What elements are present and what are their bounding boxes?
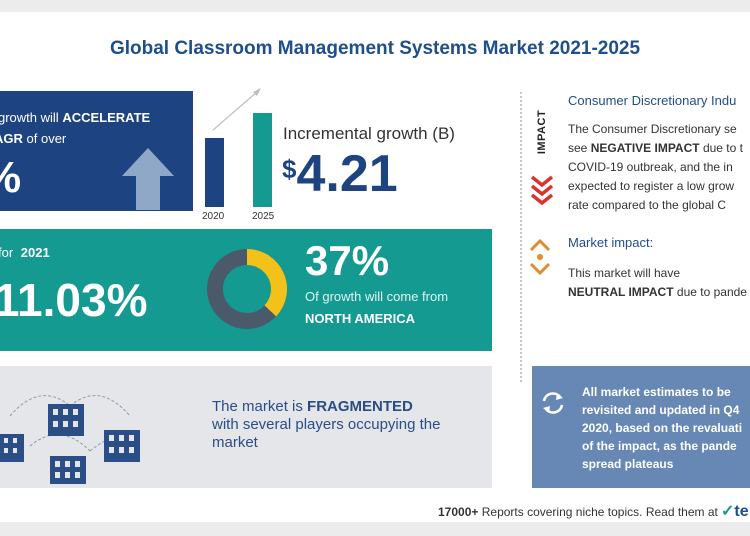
trend-line — [212, 91, 258, 131]
estimates-note-card: All market estimates to be revisited and… — [532, 366, 750, 488]
trend-arrowhead — [253, 88, 261, 96]
cagr-value: % — [0, 153, 21, 203]
incremental-growth-value: $4.21 — [282, 145, 398, 203]
page-title: Global Classroom Management Systems Mark… — [109, 38, 641, 59]
bar-2020 — [205, 138, 224, 207]
growth-line-2: AGR of over — [0, 131, 67, 146]
region-percent: 37% — [305, 237, 390, 284]
neutral-impact-icon — [529, 238, 551, 276]
yoy-value: 11.03% — [0, 274, 148, 326]
growth-card: growth will ACCELERATE AGR of over % — [0, 91, 193, 211]
industry-title: Consumer Discretionary Indu — [568, 93, 737, 108]
footer-text: 17000+ Reports covering niche topics. Re… — [438, 505, 718, 519]
infographic: Global Classroom Management Systems Mark… — [0, 12, 750, 522]
market-impact-title: Market impact: — [568, 235, 654, 250]
bar-label-2025: 2025 — [252, 211, 275, 222]
brand-logo[interactable]: ✓te — [721, 503, 749, 520]
buildings-icon — [0, 395, 141, 484]
yoy-label: for 2021 — [0, 245, 50, 260]
yoy-region-card: for 2021 11.03% 37% Of growth will come … — [0, 229, 492, 351]
fragmented-text: The market is FRAGMENTED with several pl… — [212, 398, 441, 451]
bar-label-2020: 2020 — [202, 211, 225, 222]
region-donut-chart — [207, 249, 287, 329]
growth-line-1: growth will ACCELERATE — [0, 110, 151, 125]
bar-2025 — [253, 113, 272, 207]
down-chevrons-icon — [530, 175, 554, 206]
industry-text: The Consumer Discretionary se see NEGATI… — [568, 122, 743, 212]
incremental-growth-label: Incremental growth (B) — [283, 124, 455, 143]
divider — [520, 92, 522, 382]
region-text: Of growth will come from — [305, 289, 449, 304]
up-arrow-icon — [122, 148, 174, 210]
refresh-icon — [542, 392, 564, 414]
estimates-note-text: All market estimates to be revisited and… — [582, 385, 743, 471]
donut-share-arc — [246, 249, 287, 317]
market-impact-text: This market will have NEUTRAL IMPACT due… — [568, 266, 747, 299]
fragmented-card: The market is FRAGMENTED with several pl… — [0, 366, 492, 488]
brand-mark-icon: ✓ — [721, 503, 735, 520]
impact-tag: IMPACT — [536, 109, 549, 155]
growth-bars-chart: 2020 2025 — [202, 88, 275, 222]
donut-center — [234, 276, 260, 302]
region-name: NORTH AMERICA — [305, 311, 416, 326]
